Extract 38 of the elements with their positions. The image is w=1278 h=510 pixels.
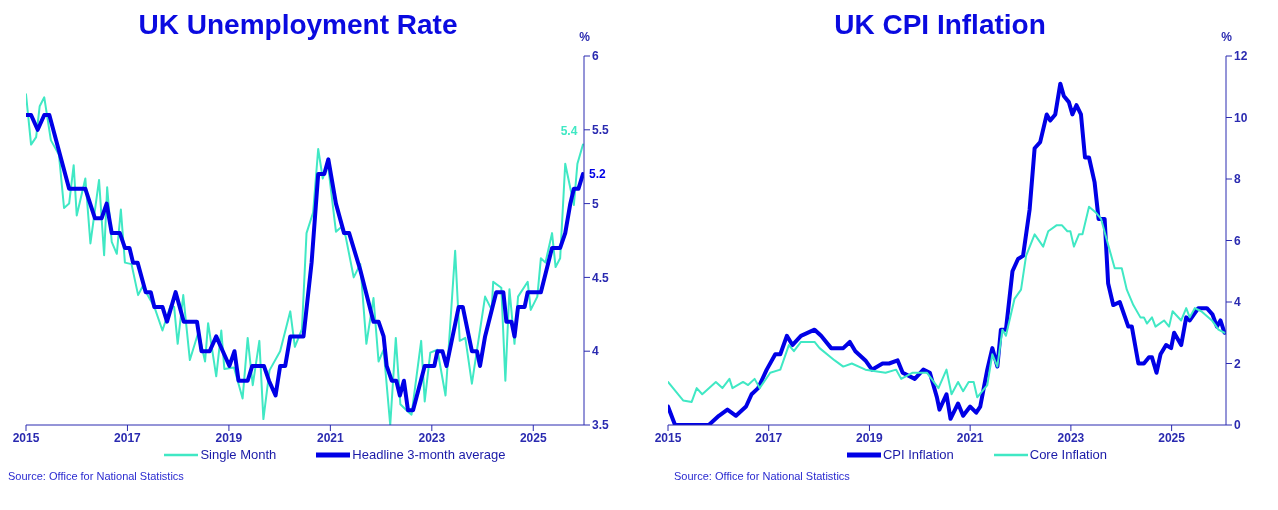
chart-title: UK Unemployment Rate	[138, 9, 458, 40]
x-tick-label: 2019	[856, 430, 884, 445]
y-tick-label: 4	[1234, 295, 1241, 310]
y-axis-title: %	[579, 30, 590, 44]
x-tick-label: 2017	[114, 430, 142, 445]
annotation: 5.4	[560, 123, 578, 138]
y-tick-label: 2	[1234, 356, 1241, 371]
x-tick-label: 2021	[317, 430, 345, 445]
y-tick-label: 6	[592, 49, 599, 64]
x-tick-label: 2023	[418, 430, 446, 445]
y-tick-label: 10	[1234, 110, 1248, 125]
annotation: 5.2	[588, 167, 606, 182]
line-series	[668, 205, 1226, 403]
x-tick-label: 2015	[654, 430, 682, 445]
legend-label: Headline 3-month average	[352, 447, 506, 462]
y-tick-label: 5.5	[592, 123, 610, 138]
y-tick-label: 4.5	[592, 270, 610, 285]
x-tick-label: 2015	[12, 430, 40, 445]
chart-title: UK CPI Inflation	[834, 9, 1046, 40]
y-tick-label: 6	[1234, 233, 1241, 248]
legend-label: Core Inflation	[1029, 447, 1108, 462]
x-tick-label: 2021	[956, 430, 984, 445]
legend-label: CPI Inflation	[882, 447, 954, 462]
x-tick-label: 2025	[519, 430, 547, 445]
y-tick-label: 8	[1234, 172, 1241, 187]
x-tick-label: 2017	[755, 430, 783, 445]
y-tick-label: 12	[1234, 49, 1248, 64]
x-tick-label: 2025	[1158, 430, 1186, 445]
y-tick-label: 3.5	[592, 418, 610, 433]
source-note: Source: Office for National Statistics	[673, 470, 851, 482]
source-note: Source: Office for National Statistics	[8, 470, 185, 482]
y-axis-title: %	[1221, 30, 1232, 44]
y-tick-label: 5	[592, 196, 599, 211]
y-tick-label: 4	[592, 344, 599, 359]
y-tick-label: 0	[1234, 418, 1241, 433]
x-tick-label: 2023	[1057, 430, 1085, 445]
legend-label: Single Month	[200, 447, 277, 462]
x-tick-label: 2019	[215, 430, 243, 445]
